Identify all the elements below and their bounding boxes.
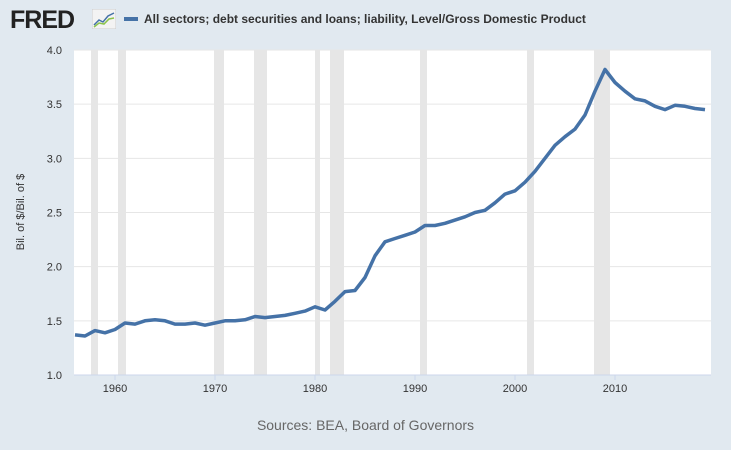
source-note: Sources: BEA, Board of Governors <box>256 417 475 433</box>
x-tick-label: 2000 <box>503 383 527 395</box>
chart-line-icon <box>92 9 116 29</box>
x-tick-label: 1990 <box>403 383 427 395</box>
y-tick-label: 2.5 <box>47 208 62 220</box>
y-axis-label: Bil. of $/Bil. of $ <box>15 174 27 250</box>
y-tick-label: 3.0 <box>47 153 62 165</box>
y-tick-label: 4.0 <box>47 45 62 57</box>
x-tick-label: 1960 <box>103 383 127 395</box>
x-tick-label: 1980 <box>303 383 327 395</box>
chart-legend: All sectors; debt securities and loans; … <box>124 12 586 26</box>
legend-swatch <box>124 17 138 21</box>
x-tick-label: 1970 <box>203 383 227 395</box>
y-tick-label: 2.0 <box>47 262 62 274</box>
series-line <box>74 67 706 338</box>
y-tick-label: 1.0 <box>47 370 62 382</box>
y-tick-label: 3.5 <box>47 99 62 111</box>
legend-label: All sectors; debt securities and loans; … <box>144 12 586 26</box>
y-tick-label: 1.5 <box>47 316 62 328</box>
x-tick-label: 2010 <box>603 383 627 395</box>
fred-logo[interactable]: FRED <box>10 6 75 34</box>
